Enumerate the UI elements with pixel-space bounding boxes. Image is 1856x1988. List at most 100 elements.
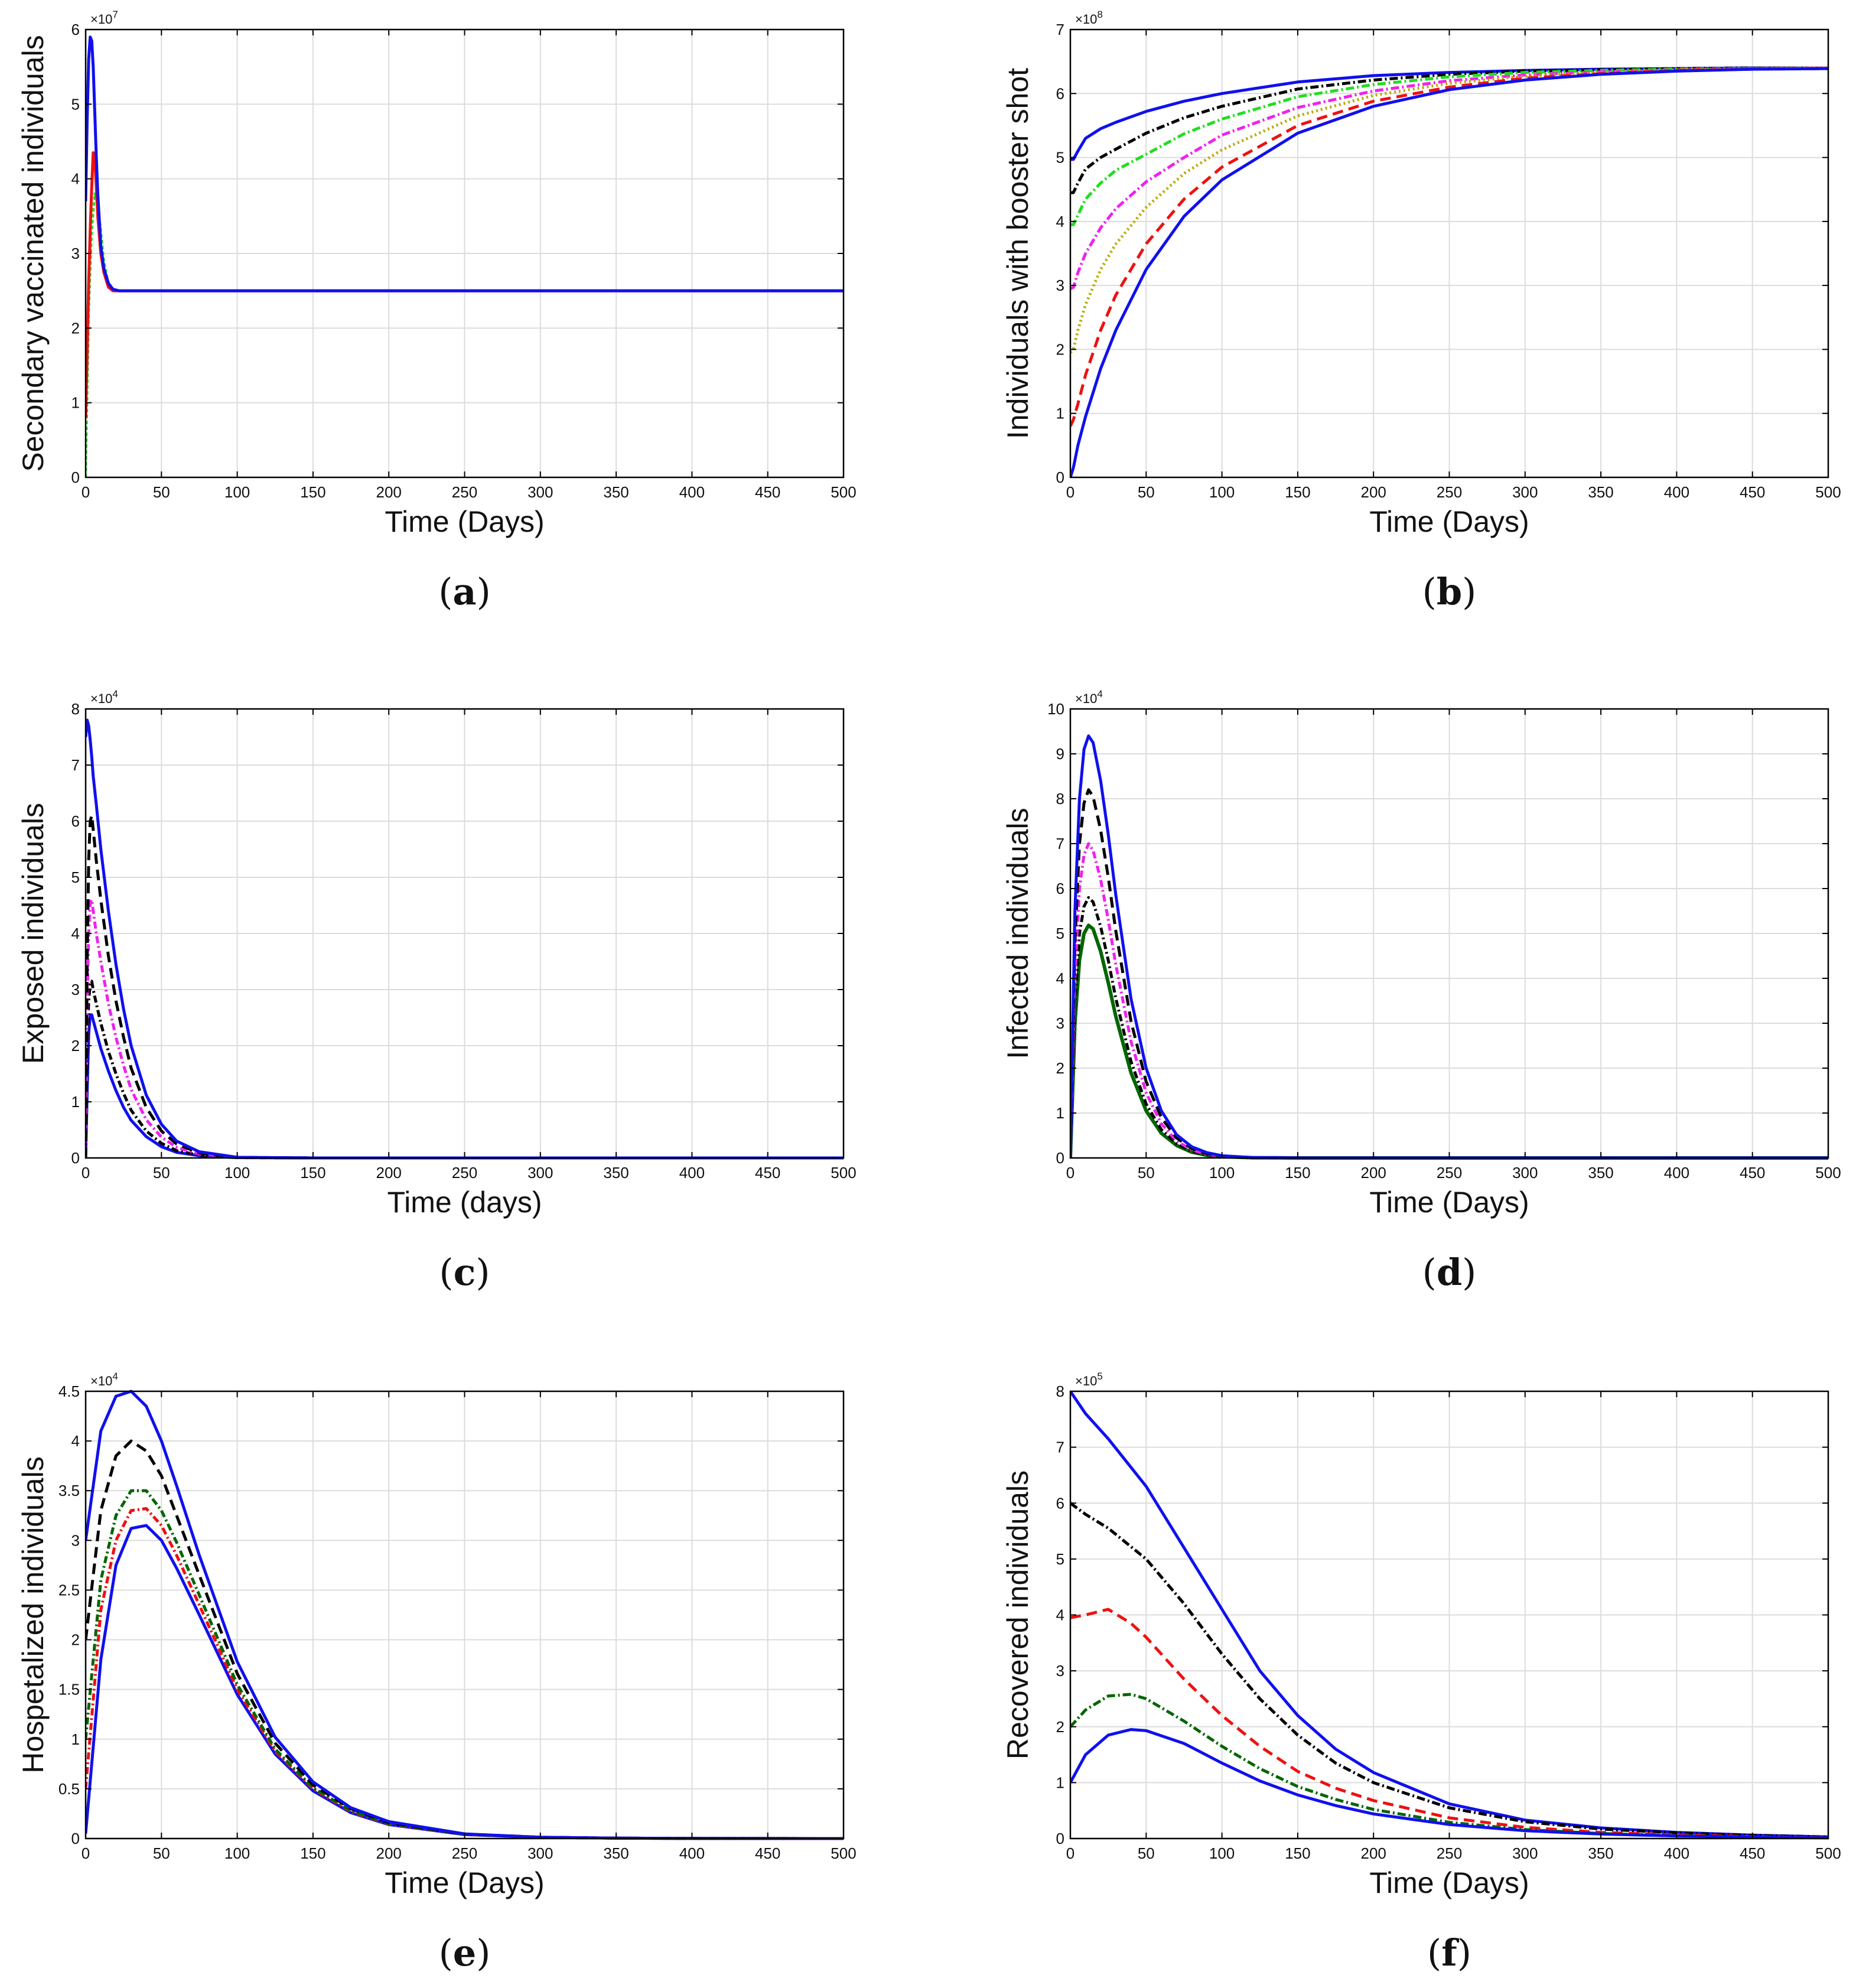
x-tick-label-d-8: 400: [1664, 1164, 1689, 1182]
x-tick-label-e-3: 150: [300, 1844, 325, 1862]
x-tick-label-a-8: 400: [679, 483, 705, 501]
y-tick-label-f-4: 4: [1056, 1606, 1064, 1624]
x-tick-label-d-9: 450: [1740, 1164, 1765, 1182]
y-tick-label-c-3: 3: [71, 981, 80, 998]
y-tick-label-e-5: 2.5: [58, 1581, 80, 1599]
panel-label-b: (b): [1422, 570, 1477, 613]
x-tick-label-b-7: 350: [1588, 483, 1613, 501]
x-tick-label-d-6: 300: [1512, 1164, 1538, 1182]
y-tick-label-d-7: 7: [1056, 835, 1064, 853]
x-tick-label-a-7: 350: [603, 483, 629, 501]
panel-label-c: (c): [439, 1251, 490, 1294]
x-tick-label-e-7: 350: [603, 1844, 629, 1862]
x-axis-label-e: Time (Days): [385, 1866, 544, 1899]
y-tick-label-d-9: 9: [1056, 745, 1064, 763]
y-tick-label-c-8: 8: [71, 700, 80, 718]
x-tick-label-e-8: 400: [679, 1844, 705, 1862]
panel-label-d: (d): [1422, 1251, 1477, 1294]
series-line-b-blue-top: [1070, 66, 1828, 161]
y-tick-label-e-8: 4: [71, 1432, 80, 1450]
series-line-a-blue: [86, 35, 844, 292]
y-tick-label-c-2: 2: [71, 1037, 80, 1055]
y-axis-label-e: Hospetalized individuals: [17, 1456, 50, 1773]
panel-e: 0 50 100 150 200 250 300 350 400 450 500 0 0.5 1 1.5 2 2…: [17, 1371, 857, 1974]
x-axis-label-b: Time (Days): [1369, 505, 1529, 538]
x-tick-label-f-6: 300: [1512, 1844, 1538, 1862]
y-tick-label-e-9: 4.5: [58, 1382, 80, 1400]
series-line-b-red: [1070, 67, 1828, 427]
y-multiplier-c: ×104: [90, 688, 118, 706]
x-tick-label-b-3: 150: [1285, 483, 1310, 501]
x-axis-label-a: Time (Days): [385, 505, 544, 538]
y-multiplier-a: ×107: [90, 9, 118, 27]
x-tick-label-f-3: 150: [1285, 1844, 1310, 1862]
y-tick-label-e-4: 2: [71, 1631, 80, 1649]
x-tick-label-f-7: 350: [1588, 1844, 1613, 1862]
series-line-c-blue-high: [86, 718, 844, 1160]
y-tick-label-c-1: 1: [71, 1093, 80, 1111]
x-tick-label-a-4: 200: [376, 483, 402, 501]
x-tick-label-e-0: 0: [82, 1844, 90, 1862]
y-tick-label-d-1: 1: [1056, 1104, 1064, 1122]
y-tick-label-e-1: 0.5: [58, 1780, 80, 1798]
y-tick-label-a-6: 6: [71, 21, 80, 38]
x-tick-label-c-7: 350: [603, 1164, 629, 1182]
y-multiplier-d: ×104: [1075, 688, 1103, 706]
y-tick-label-b-1: 1: [1056, 405, 1064, 422]
x-tick-label-a-1: 50: [153, 483, 170, 501]
panel-label-f: (f): [1427, 1931, 1471, 1974]
x-tick-label-c-2: 100: [224, 1164, 250, 1182]
panel-b: 0 50 100 150 200 250 300 350 400 450 500 0 1 2 3 4 5 6 7 ×1…: [1001, 9, 1841, 613]
y-tick-label-c-4: 4: [71, 925, 80, 942]
y-axis-label-d: Infected individuals: [1001, 808, 1034, 1059]
x-tick-label-b-10: 500: [1815, 483, 1841, 501]
y-tick-label-e-7: 3.5: [58, 1482, 80, 1499]
y-tick-label-f-8: 8: [1056, 1382, 1064, 1400]
panel-f: 0 50 100 150 200 250 300 350 400 450 500 0 1 2 3 4 5 6 7 8 ×…: [1001, 1371, 1841, 1974]
y-tick-label-a-3: 3: [71, 245, 80, 262]
y-tick-label-b-6: 6: [1056, 84, 1064, 102]
x-tick-label-c-9: 450: [755, 1164, 780, 1182]
y-multiplier-f: ×105: [1075, 1371, 1103, 1388]
series-line-f-black: [1070, 1502, 1828, 1839]
y-axis-label-c: Exposed individuals: [17, 803, 50, 1064]
y-tick-label-e-0: 0: [71, 1830, 80, 1847]
y-tick-label-c-6: 6: [71, 812, 80, 830]
y-tick-label-d-4: 4: [1056, 969, 1064, 987]
x-axis-label-c: Time (days): [387, 1186, 542, 1219]
x-tick-label-b-1: 50: [1138, 483, 1155, 501]
x-tick-label-f-8: 400: [1664, 1844, 1689, 1862]
x-tick-label-a-5: 250: [452, 483, 477, 501]
x-tick-label-c-6: 300: [528, 1164, 553, 1182]
y-tick-label-a-5: 5: [71, 95, 80, 113]
y-tick-label-b-2: 2: [1056, 340, 1064, 358]
y-tick-label-f-2: 2: [1056, 1718, 1064, 1736]
y-tick-label-d-0: 0: [1056, 1149, 1064, 1167]
y-tick-label-d-6: 6: [1056, 880, 1064, 897]
x-tick-label-e-2: 100: [224, 1844, 250, 1862]
x-tick-label-f-4: 200: [1361, 1844, 1386, 1862]
y-tick-label-c-0: 0: [71, 1149, 80, 1167]
y-tick-label-b-3: 3: [1056, 276, 1064, 294]
x-tick-label-e-9: 450: [755, 1844, 780, 1862]
x-tick-label-a-9: 450: [755, 483, 780, 501]
y-tick-label-b-5: 5: [1056, 149, 1064, 167]
x-axis-label-f: Time (Days): [1369, 1866, 1529, 1899]
y-tick-label-e-6: 3: [71, 1531, 80, 1549]
x-tick-label-c-0: 0: [82, 1164, 90, 1182]
y-tick-label-f-0: 0: [1056, 1830, 1064, 1847]
series-line-f-blue-bottom: [1070, 1728, 1828, 1840]
x-tick-label-c-1: 50: [153, 1164, 170, 1182]
x-tick-label-b-2: 100: [1209, 483, 1235, 501]
x-tick-label-f-0: 0: [1066, 1844, 1074, 1862]
x-tick-label-e-4: 200: [376, 1844, 402, 1862]
x-tick-label-a-0: 0: [82, 483, 90, 501]
y-axis-label-f: Recovered individuals: [1001, 1470, 1034, 1759]
y-tick-label-b-4: 4: [1056, 213, 1064, 230]
x-tick-label-b-0: 0: [1066, 483, 1074, 501]
x-tick-label-f-5: 250: [1437, 1844, 1462, 1862]
panel-a: 0 50 100 150 200 250 300 350 400 450 500 0 1 2 3 4 5 6 ×10…: [17, 9, 857, 613]
x-tick-label-d-4: 200: [1361, 1164, 1386, 1182]
series-line-f-red: [1070, 1608, 1828, 1839]
x-tick-label-c-10: 500: [831, 1164, 856, 1182]
